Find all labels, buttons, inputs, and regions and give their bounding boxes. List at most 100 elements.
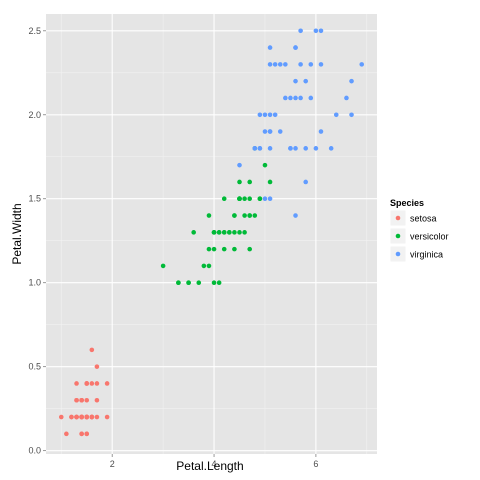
data-point-virginica (293, 78, 298, 84)
data-point-versicolor (242, 213, 247, 218)
data-point-versicolor (206, 213, 212, 218)
series-virginica (237, 28, 365, 218)
data-point-setosa (79, 397, 84, 403)
x-tick-label: 6 (313, 459, 318, 469)
data-point-setosa (89, 414, 95, 420)
data-point-setosa (84, 381, 90, 386)
series-setosa (58, 347, 110, 437)
data-point-versicolor (211, 230, 217, 235)
data-point-versicolor (216, 280, 222, 286)
data-point-versicolor (262, 162, 268, 168)
series-versicolor (160, 146, 273, 286)
x-axis-ticks: 2 4 6 (110, 454, 318, 469)
data-points (58, 28, 365, 437)
data-point-versicolor (221, 246, 227, 252)
data-point-setosa (89, 381, 95, 386)
data-point-setosa (74, 397, 79, 403)
legend-items: setosa versicolor virginica (389, 209, 449, 263)
y-tick-label: 1.5 (28, 194, 41, 204)
data-point-versicolor (252, 213, 258, 218)
legend-item-versicolor: versicolor (389, 227, 449, 245)
data-point-virginica (303, 146, 309, 151)
data-point-setosa (79, 414, 84, 420)
y-tick-label: 1.0 (28, 278, 41, 288)
data-point-versicolor (206, 246, 212, 252)
data-point-virginica (267, 62, 273, 67)
data-point-virginica (267, 129, 273, 134)
y-tick-label: 0.0 (28, 446, 41, 456)
data-point-setosa (94, 364, 100, 369)
data-point-versicolor (247, 213, 252, 218)
data-point-setosa (94, 381, 100, 386)
data-point-setosa (84, 431, 90, 437)
data-point-virginica (267, 196, 273, 202)
data-point-virginica (267, 112, 273, 118)
data-point-versicolor (247, 179, 252, 185)
data-point-versicolor (232, 213, 237, 218)
data-point-versicolor (237, 230, 242, 235)
data-point-virginica (298, 28, 303, 34)
data-point-virginica (318, 28, 324, 34)
data-point-versicolor (221, 196, 227, 202)
data-point-virginica (283, 62, 288, 67)
x-tick-label: 4 (212, 459, 217, 469)
data-point-setosa (94, 397, 100, 403)
data-point-virginica (237, 162, 242, 168)
legend-item-setosa: setosa (389, 209, 437, 227)
y-axis-title: Petal.Width (10, 203, 24, 264)
data-point-versicolor (191, 230, 196, 235)
data-point-virginica (252, 146, 258, 151)
legend-title: Species (390, 198, 424, 208)
data-point-virginica (298, 62, 303, 67)
data-point-versicolor (186, 280, 191, 286)
data-point-virginica (344, 95, 349, 101)
data-point-virginica (359, 62, 365, 67)
data-point-versicolor (257, 196, 263, 202)
major-gridlines (46, 14, 377, 454)
data-point-setosa (94, 414, 100, 420)
data-point-virginica (303, 78, 309, 84)
legend-label: setosa (410, 214, 437, 224)
data-point-versicolor (242, 196, 247, 202)
data-point-versicolor (211, 280, 217, 286)
data-point-virginica (277, 62, 283, 67)
data-point-virginica (293, 45, 298, 50)
data-point-virginica (262, 129, 268, 134)
data-point-virginica (308, 62, 314, 67)
data-point-virginica (267, 45, 273, 50)
data-point-versicolor (242, 230, 247, 235)
data-point-virginica (293, 146, 298, 151)
data-point-versicolor (247, 246, 252, 252)
data-point-virginica (293, 213, 298, 218)
data-point-virginica (298, 95, 303, 101)
data-point-virginica (318, 62, 324, 67)
data-point-versicolor (232, 230, 237, 235)
legend: Species setosa versicolor virginica (389, 198, 449, 263)
data-point-virginica (257, 146, 263, 151)
x-tick-label: 2 (110, 459, 115, 469)
data-point-virginica (272, 112, 278, 118)
data-point-virginica (293, 95, 298, 101)
data-point-versicolor (216, 230, 222, 235)
data-point-virginica (333, 112, 339, 118)
data-point-versicolor (221, 230, 227, 235)
data-point-versicolor (247, 196, 252, 202)
data-point-versicolor (227, 230, 232, 235)
data-point-virginica (308, 95, 314, 101)
data-point-virginica (328, 146, 334, 151)
data-point-versicolor (211, 246, 217, 252)
y-axis-ticks: 0.0 0.5 1.0 1.5 2.0 2.5 (28, 26, 46, 456)
data-point-setosa (74, 381, 79, 386)
data-point-versicolor (267, 179, 273, 185)
data-point-virginica (277, 129, 283, 134)
legend-key-point (395, 215, 401, 221)
data-point-setosa (104, 381, 110, 386)
data-point-setosa (58, 414, 64, 420)
data-point-virginica (262, 112, 268, 118)
legend-label: virginica (410, 250, 443, 260)
data-point-setosa (84, 414, 90, 420)
data-point-virginica (262, 196, 268, 202)
y-tick-label: 2.5 (28, 26, 41, 36)
data-point-virginica (257, 112, 263, 118)
